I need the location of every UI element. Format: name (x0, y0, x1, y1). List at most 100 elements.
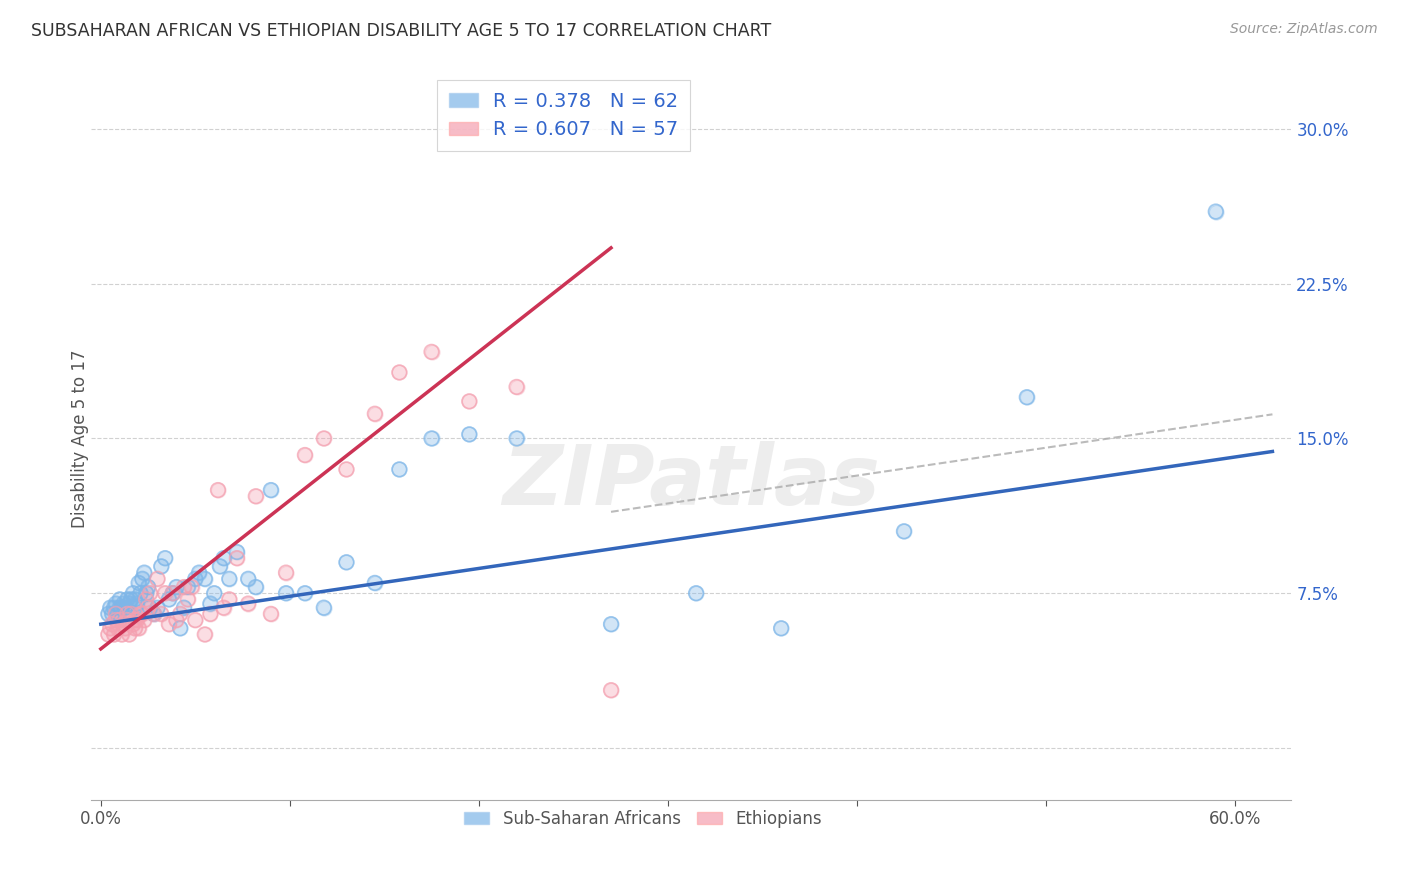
Point (131, 572, 153, 586)
Point (194, 627, 217, 641)
Point (129, 607, 152, 621)
Point (107, 621, 129, 635)
Point (212, 600, 235, 615)
Point (136, 600, 159, 615)
Point (117, 613, 139, 627)
Point (122, 617, 145, 632)
Point (218, 572, 240, 586)
Point (200, 607, 222, 621)
Point (139, 586, 162, 600)
Point (207, 483, 229, 497)
Point (135, 586, 157, 600)
Point (169, 607, 191, 621)
Point (157, 617, 180, 632)
Point (103, 627, 125, 641)
Point (117, 592, 139, 607)
Point (104, 597, 127, 611)
Point (194, 572, 217, 586)
Point (150, 559, 173, 574)
Point (139, 586, 162, 600)
Point (200, 607, 222, 621)
Point (114, 621, 136, 635)
Point (114, 600, 136, 615)
Point (136, 600, 159, 615)
Point (200, 597, 222, 611)
Point (125, 613, 148, 627)
Point (225, 545, 247, 559)
Point (134, 566, 156, 580)
Point (458, 427, 481, 442)
Point (218, 592, 240, 607)
Point (114, 621, 136, 635)
Point (184, 572, 207, 586)
Point (893, 524, 915, 539)
Point (131, 607, 153, 621)
Point (312, 432, 335, 446)
Point (335, 555, 357, 569)
Point (177, 580, 200, 594)
Point (212, 551, 235, 566)
Point (124, 600, 146, 615)
Point (169, 607, 191, 621)
Point (1015, 390, 1038, 404)
Point (364, 407, 387, 421)
Y-axis label: Disability Age 5 to 17: Disability Age 5 to 17 (72, 350, 89, 528)
Point (207, 483, 229, 497)
Point (153, 586, 176, 600)
Point (150, 607, 173, 621)
Point (153, 551, 176, 566)
Point (1015, 390, 1038, 404)
Point (238, 597, 260, 611)
Point (117, 607, 139, 621)
Point (260, 483, 283, 497)
Point (770, 621, 793, 635)
Point (139, 600, 162, 615)
Point (136, 580, 159, 594)
Point (112, 597, 135, 611)
Point (112, 617, 135, 632)
Point (108, 613, 131, 627)
Point (245, 580, 267, 594)
Point (388, 366, 411, 380)
Point (274, 586, 297, 600)
Point (169, 621, 191, 635)
Point (117, 613, 139, 627)
Point (128, 575, 150, 590)
Point (169, 621, 191, 635)
Point (218, 592, 240, 607)
Point (110, 627, 132, 641)
Point (335, 462, 357, 476)
Point (97, 607, 120, 621)
Point (184, 613, 207, 627)
Point (200, 597, 222, 611)
Point (98, 600, 121, 615)
Point (118, 597, 141, 611)
Point (364, 575, 387, 590)
Point (135, 592, 157, 607)
Point (146, 572, 169, 586)
Point (770, 621, 793, 635)
Point (135, 592, 157, 607)
Point (420, 344, 443, 359)
Point (364, 407, 387, 421)
Text: ZIPatlas: ZIPatlas (502, 442, 880, 523)
Point (274, 566, 297, 580)
Point (335, 462, 357, 476)
Point (134, 566, 156, 580)
Point (122, 586, 145, 600)
Point (685, 586, 707, 600)
Point (194, 627, 217, 641)
Point (122, 586, 145, 600)
Point (458, 394, 481, 409)
Point (225, 551, 247, 566)
Point (129, 586, 152, 600)
Text: Source: ZipAtlas.com: Source: ZipAtlas.com (1230, 22, 1378, 37)
Point (600, 683, 623, 698)
Point (505, 432, 527, 446)
Point (294, 448, 316, 462)
Point (1205, 204, 1227, 219)
Point (165, 613, 187, 627)
Point (420, 432, 443, 446)
Point (294, 586, 316, 600)
Point (122, 617, 145, 632)
